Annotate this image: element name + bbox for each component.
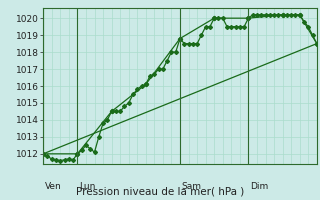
Text: Sam: Sam: [182, 182, 202, 191]
Text: Ven: Ven: [45, 182, 61, 191]
Text: Lun: Lun: [79, 182, 95, 191]
Text: Dim: Dim: [250, 182, 268, 191]
Text: Pression niveau de la mer( hPa ): Pression niveau de la mer( hPa ): [76, 186, 244, 196]
